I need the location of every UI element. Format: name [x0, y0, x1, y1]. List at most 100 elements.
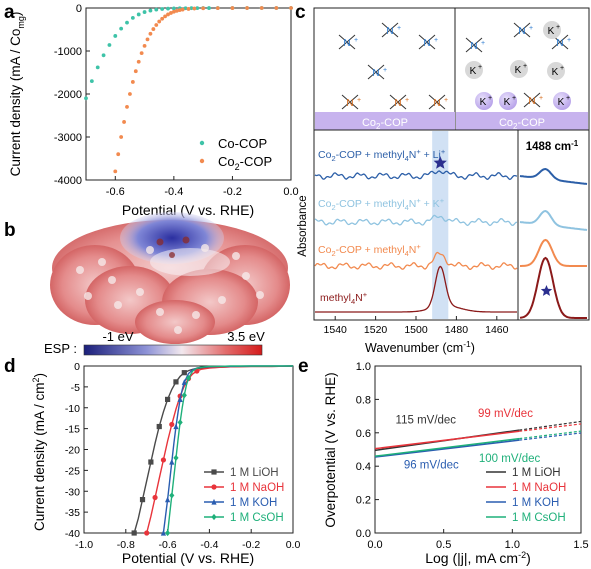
spectrum-trace-2 [314, 214, 518, 227]
data-point-co2-cop [119, 135, 124, 139]
x-tick-label: -1.0 [75, 539, 93, 551]
panel-d-xlabel: Potential (V vs. RHE) [122, 550, 254, 566]
inset-trace-3 [520, 238, 587, 267]
y-tick-label: 0.6 [356, 428, 371, 440]
data-point-1-m-lioh [139, 497, 146, 503]
data-point-1-m-koh [177, 396, 183, 402]
methyl-bond [436, 101, 446, 110]
x-tick-label: 1460 [485, 324, 509, 336]
spectrum-label-li: Co2-COP + methyl4N+ + Li+ [318, 147, 446, 163]
methyl-bond [346, 34, 356, 43]
data-point-co2-cop [163, 14, 167, 19]
data-point-1-m-csoh [165, 529, 171, 537]
x-tick-label: 1.5 [573, 539, 588, 551]
panel-e-ylabel: Overpotential (V vs. RHE) [323, 372, 338, 527]
x-tick-label: -0.6 [159, 539, 177, 551]
data-point-co-cop [142, 10, 147, 14]
spectrum-trace-4 [315, 265, 517, 313]
data-point-co2-cop [180, 7, 185, 12]
methyl4n-cation: N + [465, 37, 485, 53]
methyl4n-cation: N + [341, 94, 361, 110]
methyl-bond [341, 101, 351, 110]
panel-c-xlabel: Wavenumber (cm-1) [365, 339, 475, 355]
k-cation: K + [543, 21, 561, 39]
highlight-band-1488 [432, 131, 449, 319]
k-cation-label: K [515, 65, 522, 76]
data-point-1-m-csoh [177, 419, 183, 426]
slope-label-1-m-naoh: 99 mV/dec [478, 408, 533, 420]
data-point-co2-cop [145, 37, 150, 42]
k-cation-charge: + [560, 65, 564, 72]
methyl-bond [367, 64, 377, 73]
data-point-co-cop [183, 6, 188, 11]
panel-e-xlabel: Log (|j|, mA cm-2) [425, 550, 531, 566]
data-point-co-cop [136, 12, 141, 17]
fit-extension-1-m-koh [519, 432, 582, 441]
cation-n-label: N [556, 38, 563, 49]
cation-n-label: N [433, 98, 440, 109]
methyl-bond [349, 101, 359, 110]
cation-charge: + [397, 25, 401, 32]
data-point-1-m-csoh [181, 392, 187, 399]
data-point-co2-cop [171, 9, 176, 14]
y-tick-label: -40 [65, 528, 80, 540]
legend-label-1-m-csoh: 1 M CsOH [230, 512, 284, 524]
legend-label-1-m-csoh: 1 M CsOH [512, 512, 566, 524]
panel-letter-e: e [298, 356, 309, 377]
data-point-1-m-naoh [144, 530, 150, 536]
methyl-bond [521, 29, 531, 38]
methyl-bond [418, 41, 428, 50]
cation-charge: + [444, 97, 448, 104]
data-point-co2-cop [130, 80, 135, 84]
data-point-1-m-koh [165, 496, 171, 503]
methyl-bond [389, 22, 399, 31]
spectrum-label-k: Co2-COP + methyl4N+ + K+ [318, 196, 445, 212]
fit-line-1-m-csoh [374, 437, 520, 457]
cation-n-label: N [470, 41, 477, 52]
x-tick-label: -0.4 [164, 186, 183, 198]
x-tick-label: 1.0 [505, 539, 520, 551]
methyl-bond [473, 37, 483, 46]
substrate-left-label: Co2-COP [362, 117, 408, 131]
data-point-co-cop [95, 65, 100, 70]
methyl-bond [389, 94, 399, 103]
methyl-bond [389, 29, 399, 38]
inset-frame [517, 129, 590, 321]
methyl-bond [381, 22, 391, 31]
data-point-co2-cop [177, 8, 182, 13]
y-tick-label: 0.8 [356, 394, 371, 406]
slope-label-1-m-koh: 96 mV/dec [404, 460, 459, 472]
data-point-co-cop [84, 96, 88, 101]
k-cation-label: K [552, 67, 559, 78]
panel-letter-b: b [4, 220, 16, 241]
data-point-co2-cop [230, 6, 235, 10]
data-point-1-m-naoh [169, 421, 175, 428]
data-point-co2-cop [215, 6, 220, 11]
k-cation-charge: + [523, 63, 527, 70]
panel-c-ylabel: Absorbance [297, 195, 309, 256]
methyl-bond [559, 41, 569, 50]
methyl-bond [426, 34, 436, 43]
legend-marker-1-m-lioh [211, 469, 217, 475]
data-point-co2-cop [174, 8, 179, 13]
data-point-co2-cop [128, 92, 132, 96]
fit-line-1-m-koh [374, 439, 520, 458]
cation-charge: + [434, 37, 438, 44]
methyl-bond [397, 94, 407, 103]
substrate-left [315, 112, 455, 130]
inset-trace-1 [519, 167, 588, 185]
data-point-co2-cop [157, 19, 162, 24]
k-cation-sphere [547, 62, 565, 80]
k-cation-charge: + [566, 95, 570, 102]
methyl-bond [513, 29, 523, 38]
methyl-bond [375, 64, 385, 73]
data-point-1-m-csoh [173, 454, 179, 461]
esp-molecule-surface [50, 212, 290, 344]
panel-e-chart: 0.0 0.5 1.0 1.5 0.0 0.2 0.4 0.6 0.8 1.0 115 mV/de… [323, 361, 589, 566]
y-tick-label: 0 [74, 361, 80, 373]
panel-a-legend: Co-COP Co2-COP [199, 136, 272, 172]
methyl4n-cation: N + [389, 94, 409, 110]
legend-label-1-m-koh: 1 M KOH [230, 497, 277, 509]
legend-marker-co2-cop [199, 158, 205, 164]
data-point-1-m-lioh [148, 459, 154, 465]
